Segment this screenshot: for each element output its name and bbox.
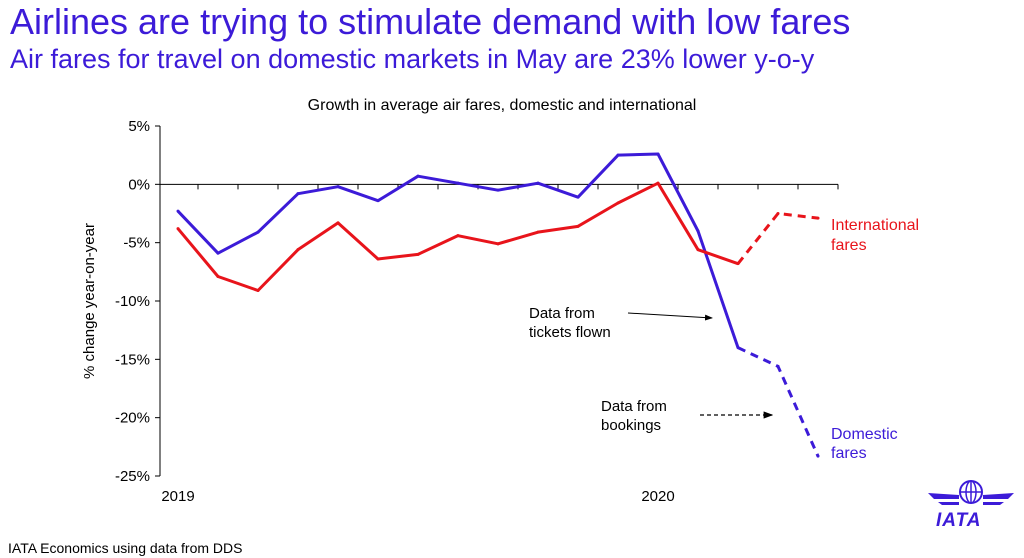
x-tick-label: 2020	[641, 488, 674, 505]
domestic-fares-point	[416, 174, 420, 178]
y-tick-label: -5%	[123, 235, 150, 252]
y-tick-label: -20%	[115, 410, 150, 427]
y-tick-label: -10%	[115, 293, 150, 310]
international-fares-point	[216, 275, 220, 278]
slide-title: Airlines are trying to stimulate demand …	[10, 1, 851, 42]
international-fares-point	[616, 201, 620, 205]
domestic-fares-label-line2: fares	[831, 445, 867, 462]
y-tick-label: -15%	[115, 351, 150, 368]
international-fares-point	[376, 257, 380, 261]
y-tick-label: 5%	[128, 118, 150, 135]
bookings-annotation-line2: bookings	[601, 417, 661, 434]
international-fares-point	[496, 242, 500, 246]
domestic-fares-point	[496, 188, 500, 192]
domestic-fares-point	[776, 364, 780, 368]
international-fares-point	[816, 216, 820, 220]
domestic-fares-point	[336, 185, 340, 189]
y-axis-label: % change year-on-year	[81, 223, 98, 379]
domestic-fares-point	[176, 209, 180, 213]
iata-logo-text: IATA	[936, 510, 982, 531]
international-fares-point	[256, 289, 260, 292]
domestic-fares-label: Domestic	[831, 426, 898, 443]
bookings-annotation: Data from	[601, 398, 667, 415]
domestic-fares-point	[456, 181, 460, 185]
international-fares-point	[656, 181, 660, 185]
international-fares-point	[296, 248, 300, 252]
domestic-fares-point	[376, 199, 380, 203]
domestic-fares-point	[536, 181, 540, 185]
domestic-fares-point	[656, 152, 660, 156]
international-fares-point	[176, 227, 180, 231]
y-tick-label: -25%	[115, 468, 150, 485]
international-fares-point	[576, 224, 580, 228]
chart-title: Growth in average air fares, domestic an…	[308, 97, 697, 114]
domestic-fares-point	[216, 251, 220, 255]
international-fares-point	[536, 230, 540, 234]
tickets-flown-annotation: Data from	[529, 305, 595, 322]
international-fares-label-line2: fares	[831, 237, 867, 254]
slide-subtitle: Air fares for travel on domestic markets…	[10, 44, 815, 74]
domestic-fares-point	[816, 454, 820, 458]
international-fares-point	[776, 212, 780, 215]
tickets-flown-annotation-line2: tickets flown	[529, 324, 611, 341]
y-tick-label: 0%	[128, 176, 150, 193]
source-footnote: IATA Economics using data from DDS	[8, 540, 243, 556]
international-fares-point	[416, 252, 420, 256]
international-fares-point	[736, 262, 740, 266]
domestic-fares-point	[616, 153, 620, 157]
x-tick-label: 2019	[161, 488, 194, 505]
domestic-fares-point	[696, 229, 700, 233]
international-fares-line-dashed	[736, 211, 819, 265]
iata-globe-icon	[928, 480, 1014, 505]
international-fares-label: International	[831, 217, 919, 234]
international-fares-point	[336, 221, 340, 225]
international-fares-point	[456, 234, 460, 238]
international-fares-point	[696, 248, 700, 252]
domestic-fares-point	[736, 346, 740, 350]
domestic-fares-point	[576, 195, 580, 199]
tickets-flown-arrow	[627, 312, 713, 321]
domestic-fares-point	[296, 192, 300, 196]
domestic-fares-line-dashed	[737, 346, 820, 457]
domestic-fares-point	[256, 230, 260, 234]
